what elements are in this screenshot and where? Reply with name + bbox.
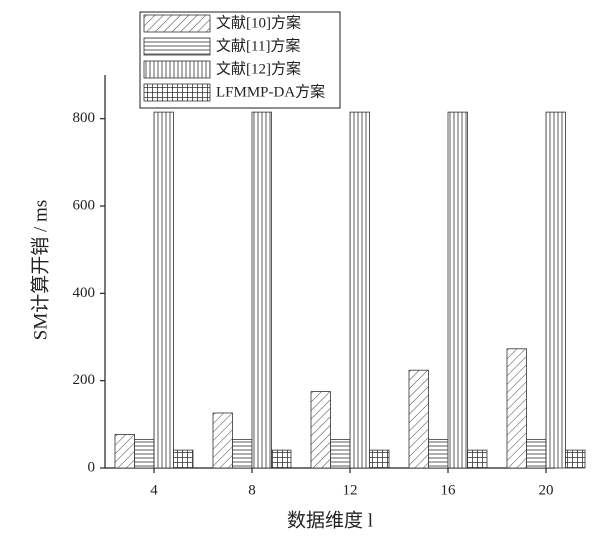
bar [310,391,331,469]
legend-swatch [143,37,211,56]
bar [134,439,155,469]
y-tick-label: 600 [73,197,96,213]
x-axis-label: 数据维度 l [287,509,373,531]
x-tick-label: 8 [248,482,256,498]
bar [153,111,174,469]
bar [232,439,253,469]
bar [408,369,429,469]
x-tick-label: 16 [441,482,457,498]
bar [271,449,292,469]
x-tick-label: 20 [539,482,554,498]
legend-swatch [143,14,211,33]
x-tick-label: 4 [150,482,158,498]
bar [467,449,488,469]
y-tick-label: 200 [73,372,96,388]
bar [447,111,468,469]
x-tick-label: 12 [343,482,358,498]
bar [565,449,586,469]
bar [330,439,351,469]
legend-swatch [143,60,211,79]
legend-label: 文献[11]方案 [216,36,300,54]
bar [506,348,527,469]
y-tick-label: 0 [88,459,96,475]
bar [526,439,547,469]
bar [545,111,566,469]
y-tick-label: 800 [73,110,96,126]
bar [369,449,390,469]
bar [251,111,272,469]
legend-label: 文献[10]方案 [216,13,301,31]
bar [212,412,233,469]
bar [114,433,135,469]
y-tick-label: 400 [73,285,96,301]
legend-label: LFMMP-DA方案 [216,82,325,100]
legend-swatch [143,83,211,102]
bar [349,111,370,469]
legend-label: 文献[12]方案 [216,59,301,77]
bar [173,449,194,469]
y-axis-label: SM计算开销 / ms [29,200,51,340]
bar [428,439,449,469]
